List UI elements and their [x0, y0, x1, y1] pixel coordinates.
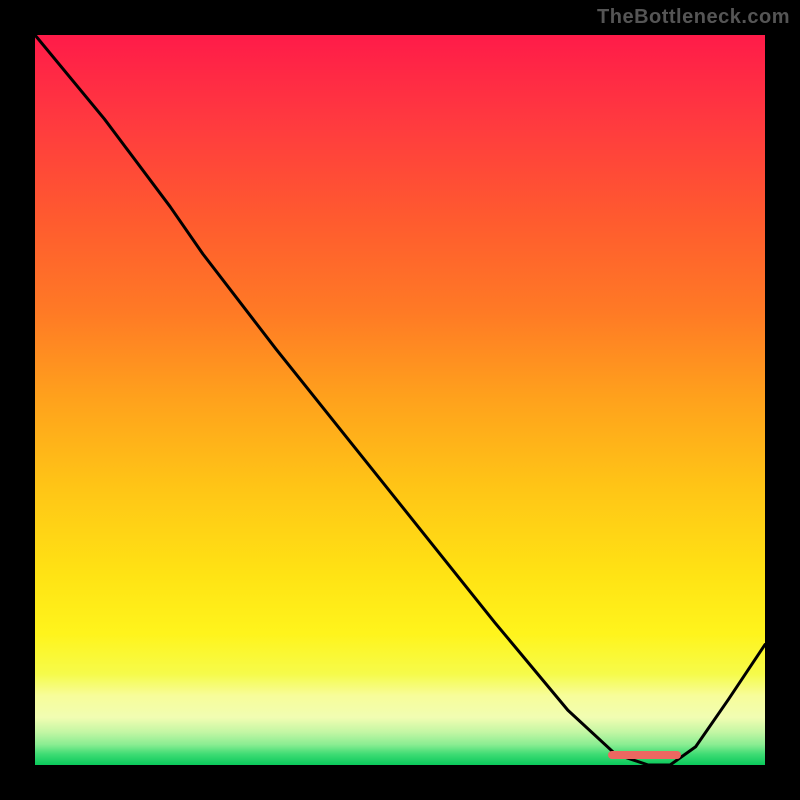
gradient-line-chart	[35, 35, 765, 765]
watermark-text: TheBottleneck.com	[597, 6, 790, 29]
optimum-range-marker	[608, 751, 681, 759]
chart-frame: TheBottleneck.com	[0, 0, 800, 800]
gradient-background	[35, 35, 765, 765]
plot-area	[35, 35, 765, 765]
